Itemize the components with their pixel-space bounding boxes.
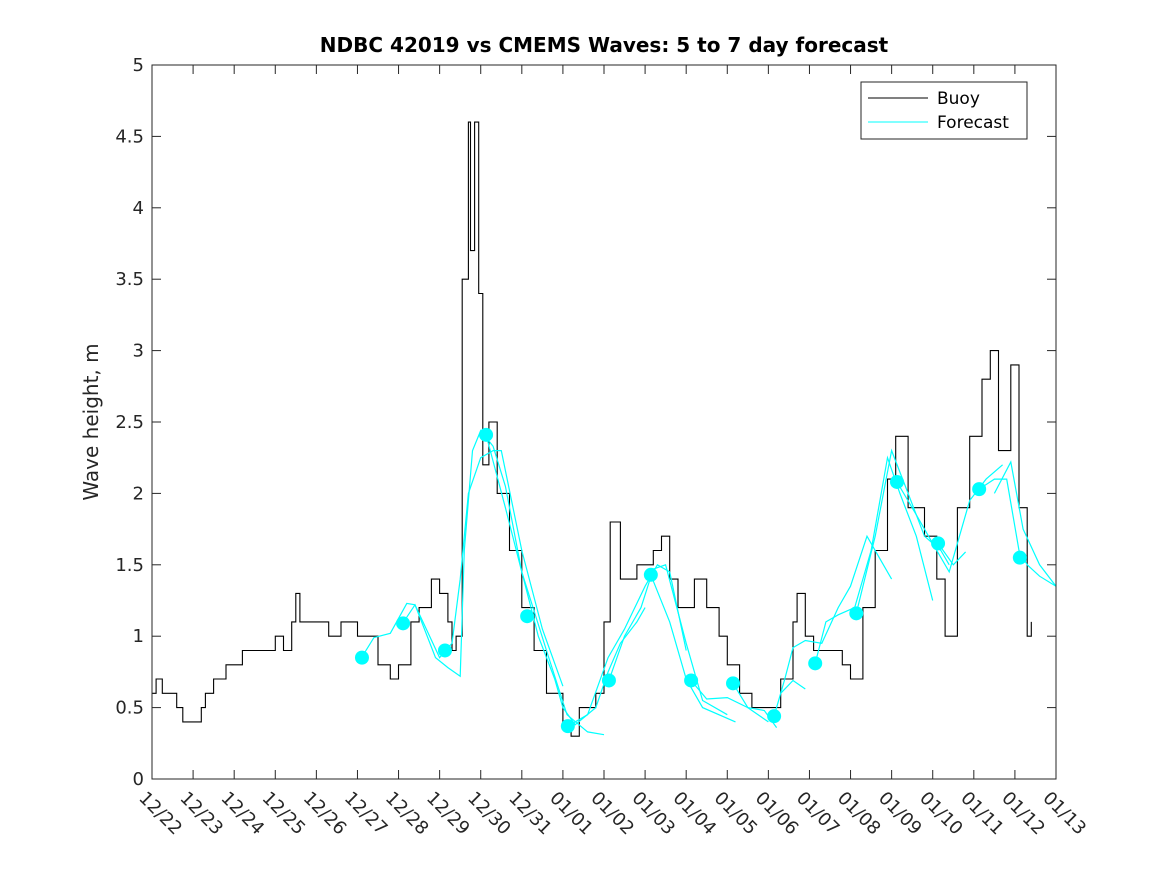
forecast-line (937, 543, 967, 566)
forecast-line (485, 434, 605, 736)
x-tick-label: 12/28 (381, 788, 433, 840)
forecast-line (402, 450, 564, 687)
chart-title: NDBC 42019 vs CMEMS Waves: 5 to 7 day fo… (320, 33, 889, 57)
forecast-point (808, 656, 823, 671)
forecast-point (643, 567, 658, 582)
x-tick-label: 12/22 (134, 788, 186, 840)
x-tick-label: 12/30 (463, 788, 515, 840)
x-tick-label: 12/24 (217, 788, 269, 840)
y-tick-label: 1 (133, 626, 144, 647)
legend-box (860, 81, 1028, 140)
forecast-line (978, 478, 1057, 587)
axis-ticks: 00.511.522.533.544.5512/2212/2312/2412/2… (115, 55, 1090, 839)
legend: Buoy Forecast (860, 81, 1028, 140)
forecast-point (601, 673, 616, 688)
x-tick-label: 01/09 (874, 788, 926, 840)
forecast-line (567, 563, 687, 727)
forecast-point (520, 609, 535, 624)
x-tick-label: 01/01 (545, 788, 597, 840)
forecast-point (1012, 550, 1027, 565)
forecast-line (773, 534, 893, 717)
x-tick-label: 01/04 (669, 788, 721, 840)
forecast-point (726, 676, 741, 691)
x-tick-label: 12/29 (422, 788, 474, 840)
x-tick-label: 01/06 (751, 788, 803, 840)
y-tick-label: 0.5 (115, 698, 144, 719)
forecast-point (354, 650, 369, 665)
x-tick-label: 01/11 (956, 788, 1008, 840)
forecast-point (931, 536, 946, 551)
forecast-line (993, 460, 1057, 587)
plot-area (152, 121, 1057, 737)
forecast-point (396, 616, 411, 631)
y-tick-label: 4 (133, 198, 144, 219)
y-tick-label: 1.5 (115, 555, 144, 576)
y-tick-label: 2 (133, 483, 144, 504)
x-tick-label: 12/26 (299, 788, 351, 840)
forecast-line (814, 455, 934, 664)
x-tick-label: 01/13 (1038, 788, 1090, 840)
legend-label-buoy: Buoy (937, 89, 980, 109)
forecast-line (780, 679, 806, 694)
forecast-line (896, 464, 1003, 574)
y-tick-label: 2.5 (115, 412, 144, 433)
y-tick-label: 3 (133, 341, 144, 362)
buoy-line (152, 121, 1032, 737)
x-tick-label: 01/10 (915, 788, 967, 840)
forecast-point (437, 643, 452, 658)
y-tick-label: 3.5 (115, 269, 144, 290)
forecast-point (684, 673, 699, 688)
x-tick-label: 12/27 (340, 788, 392, 840)
forecast-point (972, 482, 987, 497)
forecast-line (690, 680, 769, 723)
forecast-point (560, 719, 575, 734)
forecast-point (479, 427, 494, 442)
y-tick-label: 5 (133, 55, 144, 76)
x-tick-label: 01/08 (833, 788, 885, 840)
x-tick-label: 01/02 (586, 788, 638, 840)
forecast-line (608, 564, 728, 716)
forecast-line (650, 574, 736, 723)
x-tick-label: 01/03 (628, 788, 680, 840)
forecast-point (849, 606, 864, 621)
x-tick-label: 12/31 (504, 788, 556, 840)
y-tick-label: 0 (133, 769, 144, 790)
x-tick-label: 12/23 (176, 788, 228, 840)
x-tick-label: 01/05 (710, 788, 762, 840)
x-tick-label: 01/07 (792, 788, 844, 840)
forecast-point (889, 474, 904, 489)
x-tick-label: 12/25 (258, 788, 310, 840)
forecast-line (361, 429, 646, 726)
y-axis-label: Wave height, m (79, 343, 103, 500)
y-tick-label: 4.5 (115, 126, 144, 147)
legend-label-forecast: Forecast (937, 113, 1009, 133)
forecast-point (767, 709, 782, 724)
x-tick-label: 01/12 (997, 788, 1049, 840)
forecast-line (855, 448, 950, 614)
